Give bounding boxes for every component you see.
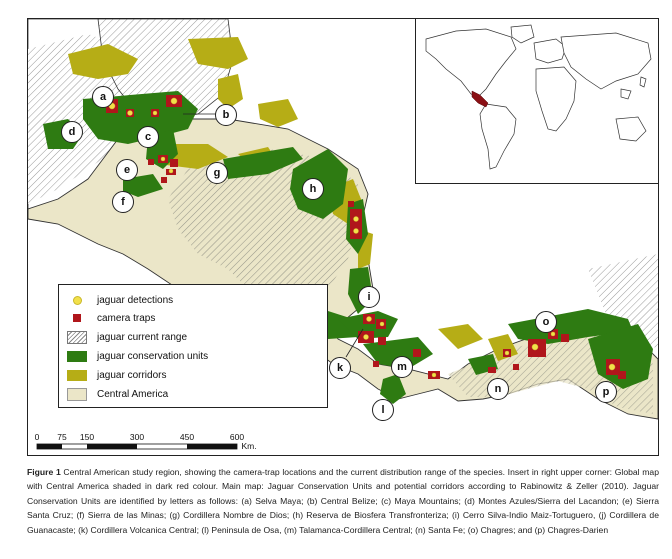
jcu-label-f: f xyxy=(112,191,134,213)
jcu-label-c: c xyxy=(137,126,159,148)
scale-tick-75: 75 xyxy=(57,432,67,442)
legend-label: jaguar current range xyxy=(97,331,188,343)
jcu-label-n: n xyxy=(487,378,509,400)
scale-unit: Km. xyxy=(241,441,257,451)
jcu-label-g: g xyxy=(206,162,228,184)
jcu-label-e: e xyxy=(116,159,138,181)
legend-item-detections: jaguar detections xyxy=(67,292,173,308)
jcu-k xyxy=(338,311,398,339)
legend-item-central-america: Central America xyxy=(67,386,168,402)
leader-lines xyxy=(183,113,364,358)
jcu-o xyxy=(508,309,633,344)
figure-caption: Figure 1 Central American study region, … xyxy=(27,465,659,537)
camera-trap-swatch xyxy=(67,312,87,324)
legend-item-camera-traps: camera traps xyxy=(67,310,155,326)
corridor-swatch xyxy=(67,369,87,381)
jcu-label-h: h xyxy=(302,178,324,200)
jcu-label-l: l xyxy=(372,399,394,421)
legend-item-corridors: jaguar corridors xyxy=(67,367,166,383)
jcu-label-p: p xyxy=(595,381,617,403)
jaguar-detections xyxy=(108,97,616,378)
jcu-label-d: d xyxy=(61,121,83,143)
jcu-p xyxy=(588,324,653,389)
caption-label: Figure 1 xyxy=(27,467,61,477)
legend-item-range: jaguar current range xyxy=(67,329,187,345)
scale-tick-150: 150 xyxy=(79,432,95,442)
scale-tick-300: 300 xyxy=(129,432,145,442)
jcu-g xyxy=(223,147,303,179)
jcu-label-m: m xyxy=(391,356,413,378)
jcu-label-a: a xyxy=(92,86,114,108)
scale-tick-0: 0 xyxy=(34,432,40,442)
inset-world-map xyxy=(415,18,659,184)
scale-tick-600: 600 xyxy=(229,432,245,442)
jcu-label-k: k xyxy=(329,357,351,379)
legend-label: jaguar corridors xyxy=(97,369,167,381)
world-map-canvas xyxy=(425,24,652,170)
legend-label: camera traps xyxy=(97,312,156,324)
inset-central-america xyxy=(471,90,489,108)
detection-swatch xyxy=(67,294,87,306)
sea-hatch-right xyxy=(588,254,658,349)
legend-label: Central America xyxy=(97,388,169,400)
jcu-l xyxy=(380,374,406,404)
jcu-f xyxy=(123,174,163,197)
jcu-label-o: o xyxy=(535,311,557,333)
range-swatch xyxy=(67,330,87,344)
legend-label: jaguar conservation units xyxy=(97,350,209,362)
scale-tick-450: 450 xyxy=(179,432,195,442)
legend-item-jcu: jaguar conservation units xyxy=(67,348,208,364)
main-map-canvas xyxy=(28,19,658,420)
jcu-swatch xyxy=(67,350,87,362)
jcu-label-i: i xyxy=(358,286,380,308)
jcu-label-b: b xyxy=(215,104,237,126)
caption-text: Central American study region, showing t… xyxy=(27,467,659,535)
map-legend: jaguar detections camera traps jaguar cu… xyxy=(58,284,328,408)
central-america-swatch xyxy=(67,387,87,401)
legend-label: jaguar detections xyxy=(97,294,174,306)
scale-bar-graphic xyxy=(36,443,238,450)
scale-bar: 0 75 150 300 450 600 Km. xyxy=(35,432,295,456)
